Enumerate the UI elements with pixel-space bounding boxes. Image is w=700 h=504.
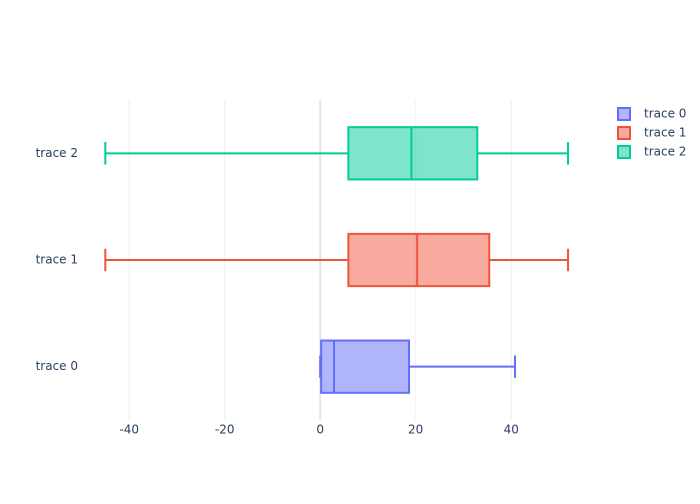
box — [347, 232, 491, 288]
x-tick-label: 20 — [408, 423, 423, 437]
box — [347, 126, 479, 181]
y-tick-label: trace 1 — [36, 253, 78, 267]
legend-swatch — [617, 126, 631, 140]
x-tick-label: -20 — [215, 423, 235, 437]
legend-swatch — [617, 107, 631, 121]
legend-swatch — [617, 145, 631, 159]
legend-label: trace 0 — [644, 107, 686, 121]
legend-label: trace 1 — [644, 126, 686, 140]
y-tick-label: trace 2 — [36, 146, 78, 160]
legend-label: trace 2 — [644, 145, 686, 159]
x-tick-label: -40 — [119, 423, 139, 437]
x-tick-label: 0 — [316, 423, 324, 437]
box — [320, 339, 411, 394]
x-tick-label: 40 — [504, 423, 519, 437]
y-tick-label: trace 0 — [36, 359, 78, 373]
